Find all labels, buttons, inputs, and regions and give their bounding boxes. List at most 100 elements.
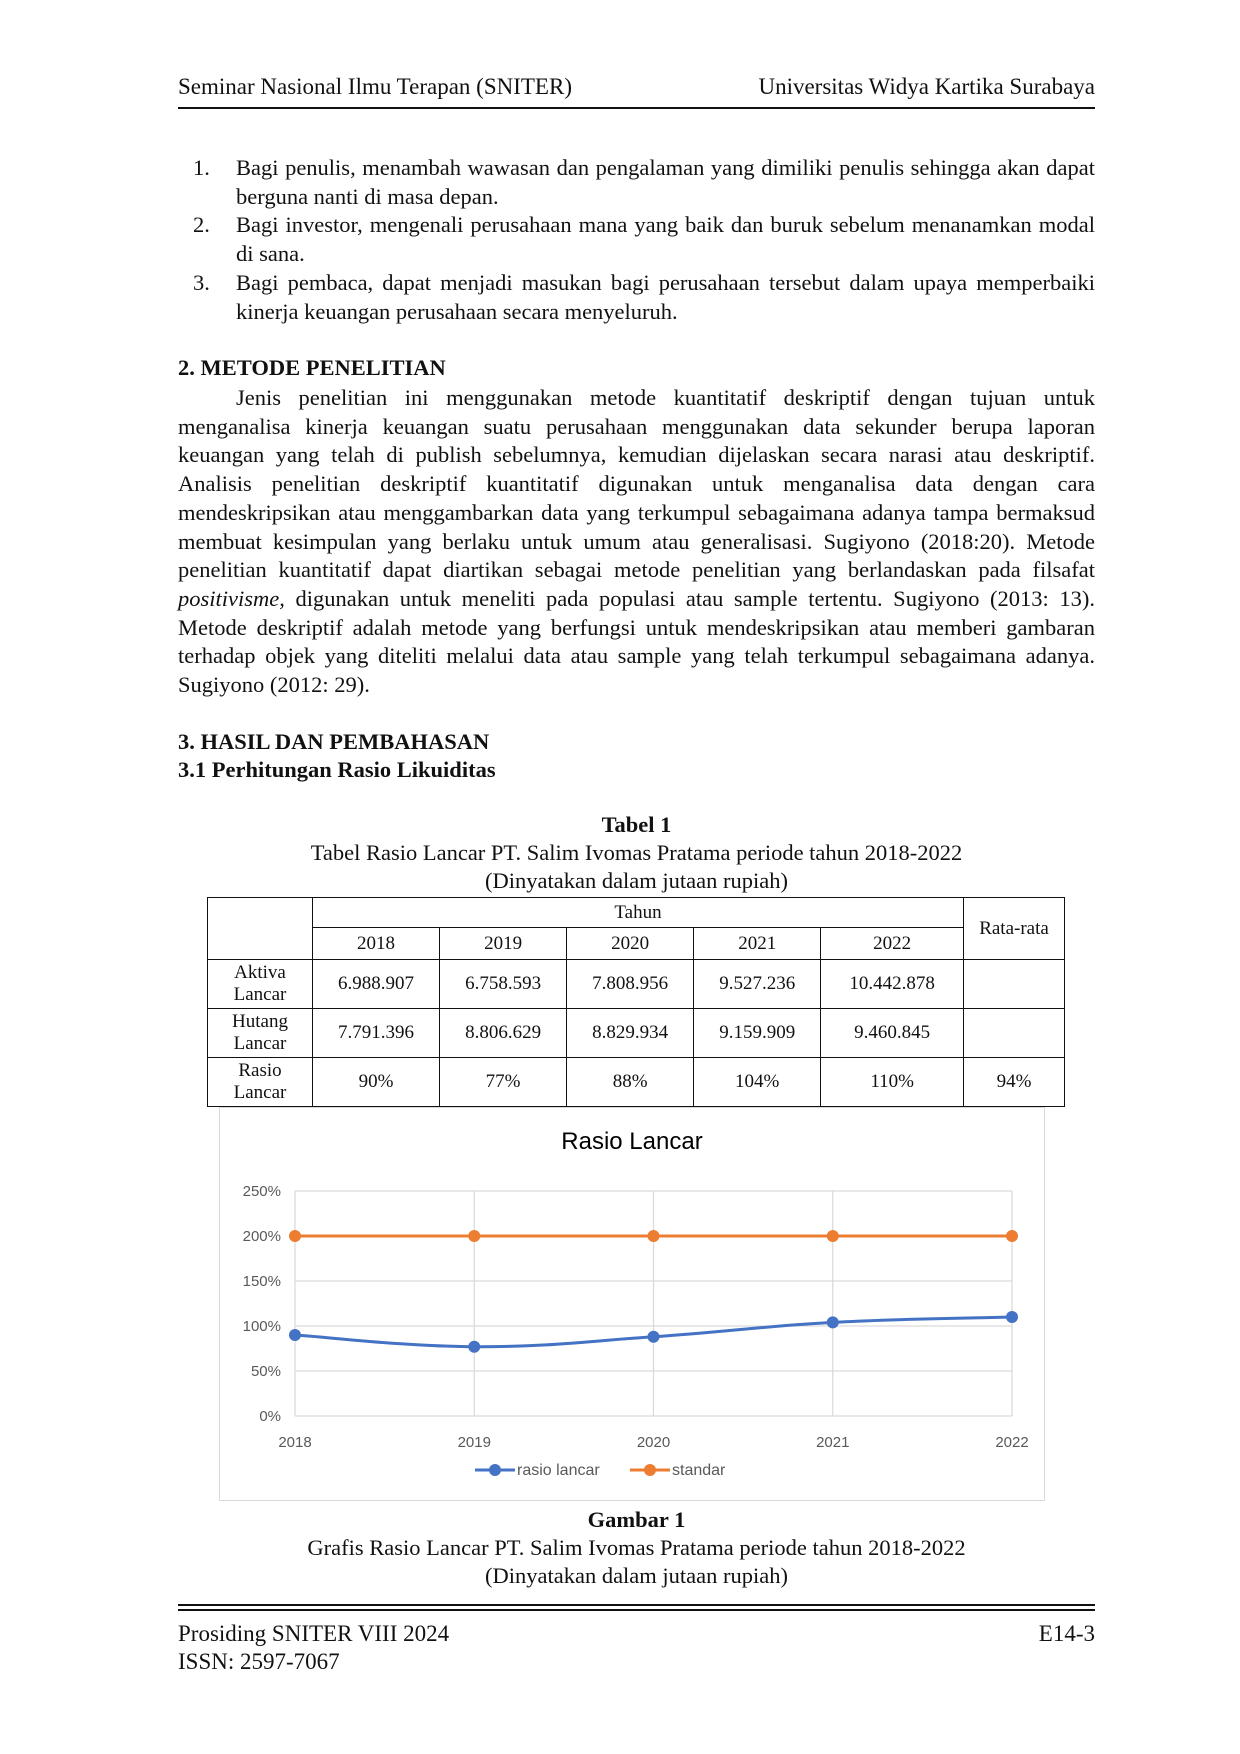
data-point	[647, 1230, 660, 1242]
table-cell: 7.791.396	[311, 1008, 441, 1058]
y-tick-label: 100%	[243, 1318, 281, 1335]
legend-label: rasio lancar	[517, 1462, 600, 1479]
x-tick-label: 2021	[816, 1434, 849, 1451]
year-header: 2018	[311, 927, 441, 960]
data-point	[1006, 1311, 1018, 1323]
figure-unit: (Dinyatakan dalam jutaan rupiah)	[484, 1563, 788, 1588]
table-cell: 110%	[820, 1057, 964, 1107]
table-row: Rasio Lancar 90% 77% 88% 104% 110% 94%	[207, 1057, 1065, 1107]
row-label-line: Lancar	[233, 984, 287, 1005]
table-cell: 9.159.909	[693, 1008, 822, 1058]
italic-term: positivisme,	[178, 585, 285, 611]
table-cell: 90%	[311, 1057, 441, 1107]
row-label: Rasio Lancar	[207, 1057, 313, 1107]
table-cell: 104%	[693, 1057, 822, 1107]
section-2-heading: 2. METODE PENELITIAN	[178, 355, 446, 380]
year-header: 2022	[820, 927, 964, 960]
x-tick-label: 2020	[637, 1434, 670, 1451]
footer-issn: ISSN: 2597-7067	[178, 1649, 340, 1674]
data-point	[289, 1329, 301, 1341]
y-tick-label: 50%	[251, 1363, 281, 1380]
legend-label: standar	[672, 1462, 726, 1479]
list-item: 1. Bagi penulis, menambah wawasan dan pe…	[178, 154, 1095, 211]
list-number: 3.	[193, 269, 210, 295]
footer-proceedings: Prosiding SNITER VIII 2024	[178, 1621, 450, 1646]
y-tick-label: 0%	[259, 1408, 281, 1425]
row-label: Aktiva Lancar	[207, 959, 313, 1009]
legend-marker	[644, 1464, 656, 1476]
table-caption: Tabel 1 Tabel Rasio Lancar PT. Salim Ivo…	[178, 811, 1095, 895]
row-label-line: Lancar	[233, 1033, 287, 1054]
series	[289, 1230, 1018, 1353]
row-label-line: Rasio	[238, 1060, 282, 1081]
running-header: Seminar Nasional Ilmu Terapan (SNITER) U…	[178, 74, 1095, 100]
section-3-heading: 3. HASIL DAN PEMBAHASAN	[178, 729, 490, 754]
page-footer: Prosiding SNITER VIII 2024 E14-3 ISSN: 2…	[178, 1620, 1095, 1676]
table-group-header: Tahun	[312, 897, 964, 928]
x-tick-label: 2019	[458, 1434, 491, 1451]
figure-caption: Gambar 1 Grafis Rasio Lancar PT. Salim I…	[178, 1506, 1095, 1590]
table-cell-avg	[963, 959, 1065, 1009]
table-row: Hutang Lancar 7.791.396 8.806.629 8.829.9…	[207, 1008, 1065, 1058]
section-2-paragraph: Jenis penelitian ini menggunakan metode …	[178, 384, 1095, 700]
list-item: 3. Bagi pembaca, dapat menjadi masukan b…	[178, 269, 1095, 326]
table-cell: 7.808.956	[566, 959, 695, 1009]
list-text: Bagi pembaca, dapat menjadi masukan bagi…	[236, 269, 1095, 324]
paragraph-text: digunakan untuk meneliti pada populasi a…	[178, 585, 1095, 698]
table-row: Aktiva Lancar 6.988.907 6.758.593 7.808.9…	[207, 959, 1065, 1009]
table-cell: 10.442.878	[820, 959, 964, 1009]
x-tick-label: 2022	[995, 1434, 1028, 1451]
year-header: 2021	[693, 927, 822, 960]
table-cell-avg: 94%	[963, 1057, 1065, 1107]
data-point	[468, 1340, 481, 1353]
table-cell: 6.758.593	[439, 959, 568, 1009]
gridlines	[294, 1190, 1013, 1417]
table-title: Tabel Rasio Lancar PT. Salim Ivomas Prat…	[310, 840, 963, 865]
table-cell: 9.460.845	[820, 1008, 964, 1058]
chart-title: Rasio Lancar	[561, 1128, 702, 1155]
data-point	[289, 1230, 301, 1242]
page-number: E14-3	[1038, 1621, 1095, 1646]
data-point	[1006, 1230, 1018, 1242]
list-number: 1.	[193, 155, 210, 180]
footer-rule	[178, 1604, 1095, 1606]
row-label-line: Aktiva	[234, 962, 286, 983]
table-cell-avg	[963, 1008, 1065, 1058]
benefits-list: 1. Bagi penulis, menambah wawasan dan pe…	[178, 154, 1095, 326]
list-item: 2. Bagi investor, mengenali perusahaan m…	[178, 211, 1095, 268]
footer-rule	[178, 1609, 1095, 1611]
header-conference: Seminar Nasional Ilmu Terapan (SNITER)	[178, 74, 572, 99]
legend-marker	[489, 1464, 501, 1476]
data-point	[826, 1230, 839, 1242]
year-header: 2020	[566, 927, 695, 960]
header-rule	[178, 107, 1095, 109]
paragraph-text: Jenis penelitian ini menggunakan metode …	[178, 385, 1095, 583]
table-cell: 9.527.236	[693, 959, 822, 1009]
table-cell: 8.806.629	[439, 1008, 568, 1058]
ratio-table: Tahun Rata-rata 2018 2019 2020 2021 2022…	[207, 897, 1065, 1107]
table-unit: (Dinyatakan dalam jutaan rupiah)	[484, 868, 788, 893]
table-label: Tabel 1	[601, 812, 672, 837]
row-label: Hutang Lancar	[207, 1008, 313, 1058]
data-point	[468, 1230, 481, 1242]
chart-canvas: 0% 50% 100% 150% 200% 250% 2018 2019 2020 2021 202…	[243, 1128, 1029, 1479]
figure-title: Grafis Rasio Lancar PT. Salim Ivomas Pra…	[307, 1535, 966, 1560]
y-tick-label: 150%	[243, 1273, 281, 1290]
table-cell: 77%	[439, 1057, 568, 1107]
table-cell: 6.988.907	[311, 959, 441, 1009]
row-label-line: Hutang	[232, 1011, 288, 1032]
row-label-line: Lancar	[233, 1082, 287, 1103]
table-corner-cell	[207, 897, 313, 960]
legend: rasio lancar standar	[475, 1462, 726, 1479]
table-avg-header: Rata-rata	[963, 897, 1065, 960]
section-3-1-heading: 3.1 Perhitungan Rasio Likuiditas	[178, 757, 496, 782]
y-tick-label: 250%	[243, 1183, 281, 1200]
axis-labels: 0% 50% 100% 150% 200% 250% 2018 2019 2020 2021 202…	[243, 1183, 1029, 1451]
y-tick-label: 200%	[243, 1228, 281, 1245]
table-cell: 8.829.934	[566, 1008, 695, 1058]
list-text: Bagi investor, mengenali perusahaan mana…	[236, 212, 1095, 267]
list-text: Bagi penulis, menambah wawasan dan penga…	[236, 155, 1095, 209]
x-tick-label: 2018	[278, 1434, 311, 1451]
data-point	[826, 1316, 839, 1329]
